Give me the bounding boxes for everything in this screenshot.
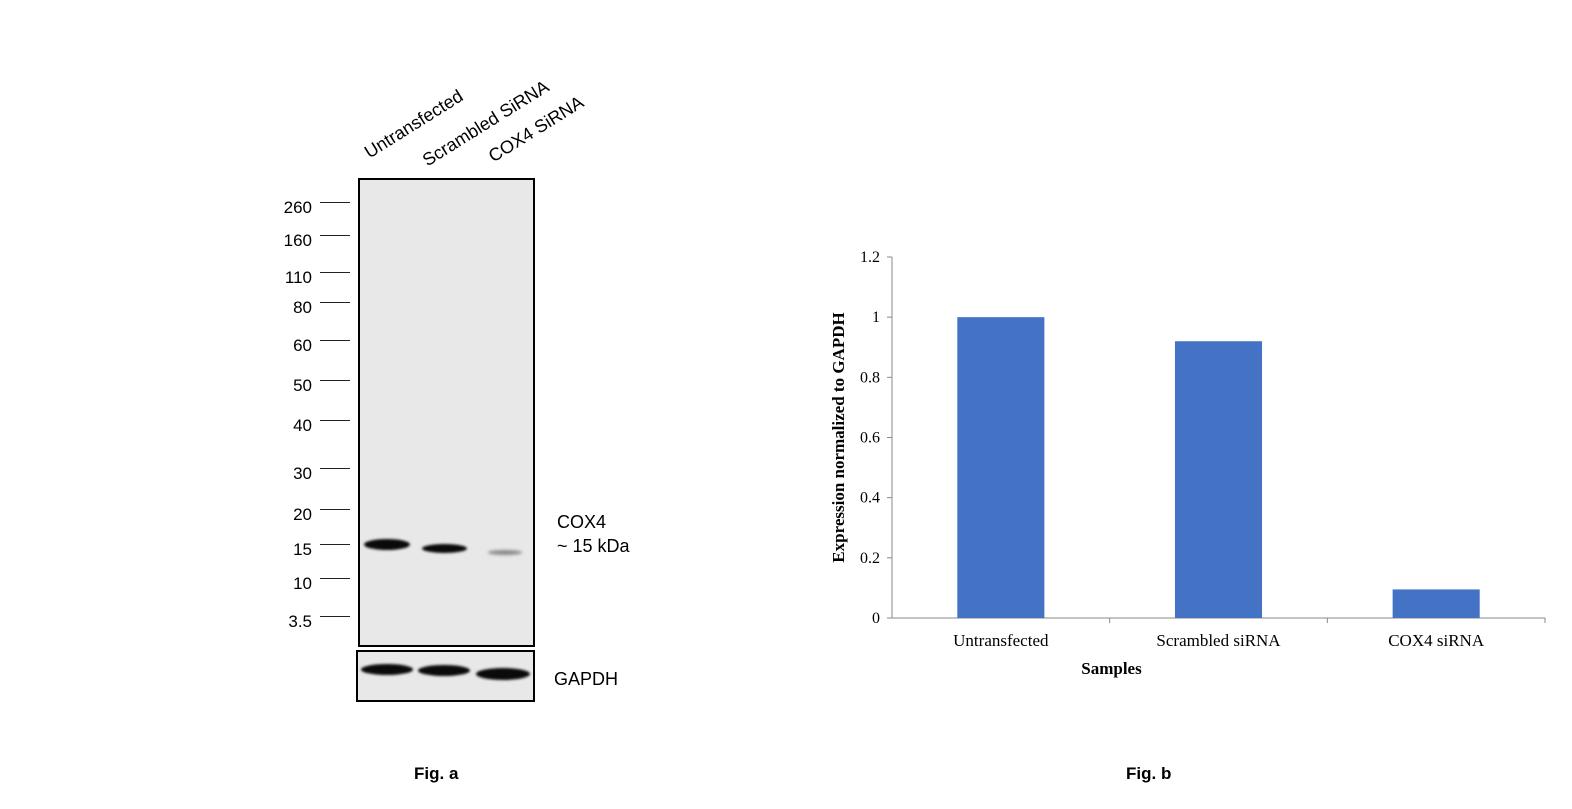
mw-marker-tick [320,302,350,303]
mw-marker-label: 30 [293,464,312,483]
cox4-blot-panel [358,178,535,647]
cox4-band-lane-3 [488,550,522,555]
mw-marker-label: 40 [293,416,312,435]
mw-marker-tick [320,509,350,510]
bar [1392,589,1480,618]
bar [1174,341,1263,618]
gapdh-band-lane-3 [476,668,530,680]
gapdh-band-lane-1 [361,664,413,675]
mw-marker-label: 50 [293,376,312,395]
bar [957,317,1045,618]
mw-marker-tick [320,272,350,273]
y-tick-label: 0 [872,610,880,627]
gapdh-band-lane-2 [418,665,470,676]
mw-marker-label: 15 [293,540,312,559]
chart-labels: 0 0.2 0.4 0.6 0.8 1 1.2 Untransfected Scrambled … [829,249,1485,678]
mw-marker-tick [320,578,350,579]
mw-marker-label: 10 [293,574,312,593]
x-tick-label: COX4 siRNA [1388,631,1485,650]
y-tick-label: 0.8 [860,369,880,386]
gapdh-blot-panel [356,650,535,702]
x-tick-label: Untransfected [953,631,1049,650]
mw-marker-tick [320,544,350,545]
y-tick-label: 1 [872,309,880,326]
x-axis-title: Samples [1081,659,1142,678]
y-axis-title: Expression normalized to GAPDH [829,312,848,562]
mw-marker-tick [320,235,350,236]
y-tick-label: 0.2 [860,550,880,567]
y-tick-label: 0.6 [860,430,880,447]
mw-marker-tick [320,202,350,203]
mw-marker-tick [320,340,350,341]
mw-marker-label: 260 [283,198,312,217]
mw-marker-label: 3.5 [288,612,312,631]
mw-marker-tick [320,468,350,469]
target-protein-label: COX4 [557,512,607,532]
cox4-band-lane-2 [422,544,467,553]
figure-b-caption: Fig. b [1126,764,1172,783]
mw-marker-label: 160 [283,231,312,250]
mw-marker-label: 110 [284,268,312,287]
mw-marker-tick [320,420,350,421]
mw-marker-label: 80 [293,298,312,317]
y-tick-label: 1.2 [860,249,880,266]
figure-a-caption: Fig. a [414,764,459,783]
y-tick-label: 0.4 [860,490,880,507]
cox4-band-lane-1 [364,539,410,550]
mw-marker-label: 20 [293,505,312,524]
chart-bars [957,317,1480,618]
mw-marker-label: 60 [293,336,312,355]
mw-marker-tick [320,616,350,617]
mw-marker-tick [320,380,350,381]
x-tick-label: Scrambled siRNA [1156,631,1281,650]
target-size-label: ~ 15 kDa [557,536,630,556]
loading-control-label: GAPDH [554,669,619,689]
